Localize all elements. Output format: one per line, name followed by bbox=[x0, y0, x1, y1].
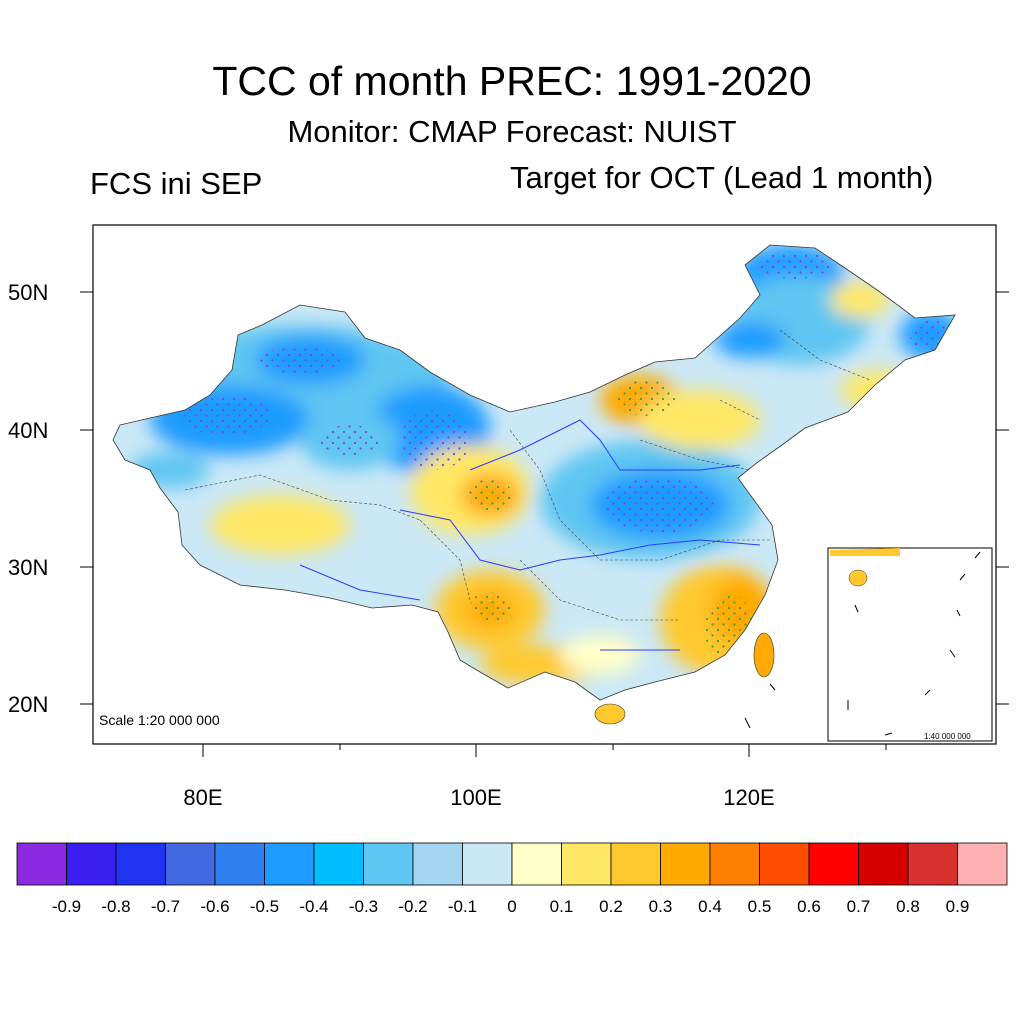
colorbar-swatch bbox=[907, 842, 958, 886]
rivers bbox=[299, 419, 761, 651]
target-label: Target for OCT (Lead 1 month) bbox=[510, 160, 934, 195]
lon-label-100e: 100E bbox=[450, 785, 502, 810]
inset-scale-label: 1:40 000 000 bbox=[924, 732, 971, 741]
colorbar-swatch bbox=[66, 842, 117, 886]
colorbar-swatch bbox=[363, 842, 414, 886]
colorbar-swatch bbox=[165, 842, 216, 886]
colorbar-tick-label: 0.3 bbox=[648, 897, 673, 916]
nine-dash-line bbox=[744, 551, 981, 736]
lon-label-120e: 120E bbox=[723, 785, 775, 810]
colorbar-tick-label: 0.9 bbox=[945, 897, 970, 916]
lon-label-80e: 80E bbox=[183, 785, 223, 810]
colorbar-tick-label: -0.1 bbox=[447, 897, 478, 916]
colorbar-swatch bbox=[115, 842, 166, 886]
colorbar-swatch bbox=[16, 842, 67, 886]
colorbar-swatch bbox=[808, 842, 859, 886]
initialization-label: FCS ini SEP bbox=[90, 166, 263, 201]
colorbar-tick-label: -0.8 bbox=[101, 897, 131, 916]
lat-label-40n: 40N bbox=[8, 418, 49, 443]
colorbar-swatch bbox=[759, 842, 810, 886]
inset-coast bbox=[830, 548, 900, 556]
taiwan-island bbox=[753, 632, 775, 678]
colorbar-swatch bbox=[214, 842, 265, 886]
colorbar-swatch bbox=[264, 842, 315, 886]
lat-label-20n: 20N bbox=[8, 692, 49, 717]
colorbar-swatch bbox=[957, 842, 1008, 886]
colorbar-swatch bbox=[313, 842, 364, 886]
colorbar-tick-label: -0.6 bbox=[200, 897, 230, 916]
colorbar-swatch bbox=[511, 842, 562, 886]
colorbar bbox=[16, 842, 1008, 886]
map-subtitle: Monitor: CMAP Forecast: NUIST bbox=[287, 114, 737, 149]
colorbar-swatch bbox=[412, 842, 463, 886]
colorbar-tick-label: 0.5 bbox=[747, 897, 772, 916]
map-scale-label: Scale 1:20 000 000 bbox=[99, 712, 220, 728]
colorbar-swatch bbox=[462, 842, 513, 886]
map-title: TCC of month PREC: 1991-2020 bbox=[212, 58, 812, 104]
colorbar-tick-label: -0.7 bbox=[150, 897, 181, 916]
inset-hainan bbox=[848, 569, 868, 587]
colorbar-swatch bbox=[561, 842, 612, 886]
hainan-island bbox=[594, 703, 626, 725]
lat-label-30n: 30N bbox=[8, 555, 49, 580]
colorbar-tick-label: 0.1 bbox=[549, 897, 574, 916]
colorbar-tick-label: 0.7 bbox=[846, 897, 871, 916]
colorbar-tick-label: -0.4 bbox=[299, 897, 329, 916]
colorbar-tick-label: -0.3 bbox=[348, 897, 379, 916]
colorbar-swatch bbox=[709, 842, 760, 886]
province-borders bbox=[184, 329, 871, 621]
colorbar-tick-label: -0.2 bbox=[398, 897, 428, 916]
lat-label-50n: 50N bbox=[8, 280, 49, 305]
colorbar-swatch bbox=[660, 842, 711, 886]
colorbar-tick-label: -0.5 bbox=[249, 897, 280, 916]
colorbar-swatch bbox=[610, 842, 661, 886]
colorbar-tick-label: -0.9 bbox=[51, 897, 82, 916]
colorbar-swatch bbox=[858, 842, 909, 886]
colorbar-tick-label: 0.4 bbox=[698, 897, 722, 916]
axis-ticks bbox=[80, 291, 1009, 757]
colorbar-tick-label: 0 bbox=[507, 897, 517, 916]
colorbar-tick-label: 0.2 bbox=[599, 897, 623, 916]
colorbar-tick-label: 0.8 bbox=[896, 897, 920, 916]
colorbar-tick-label: 0.6 bbox=[797, 897, 821, 916]
